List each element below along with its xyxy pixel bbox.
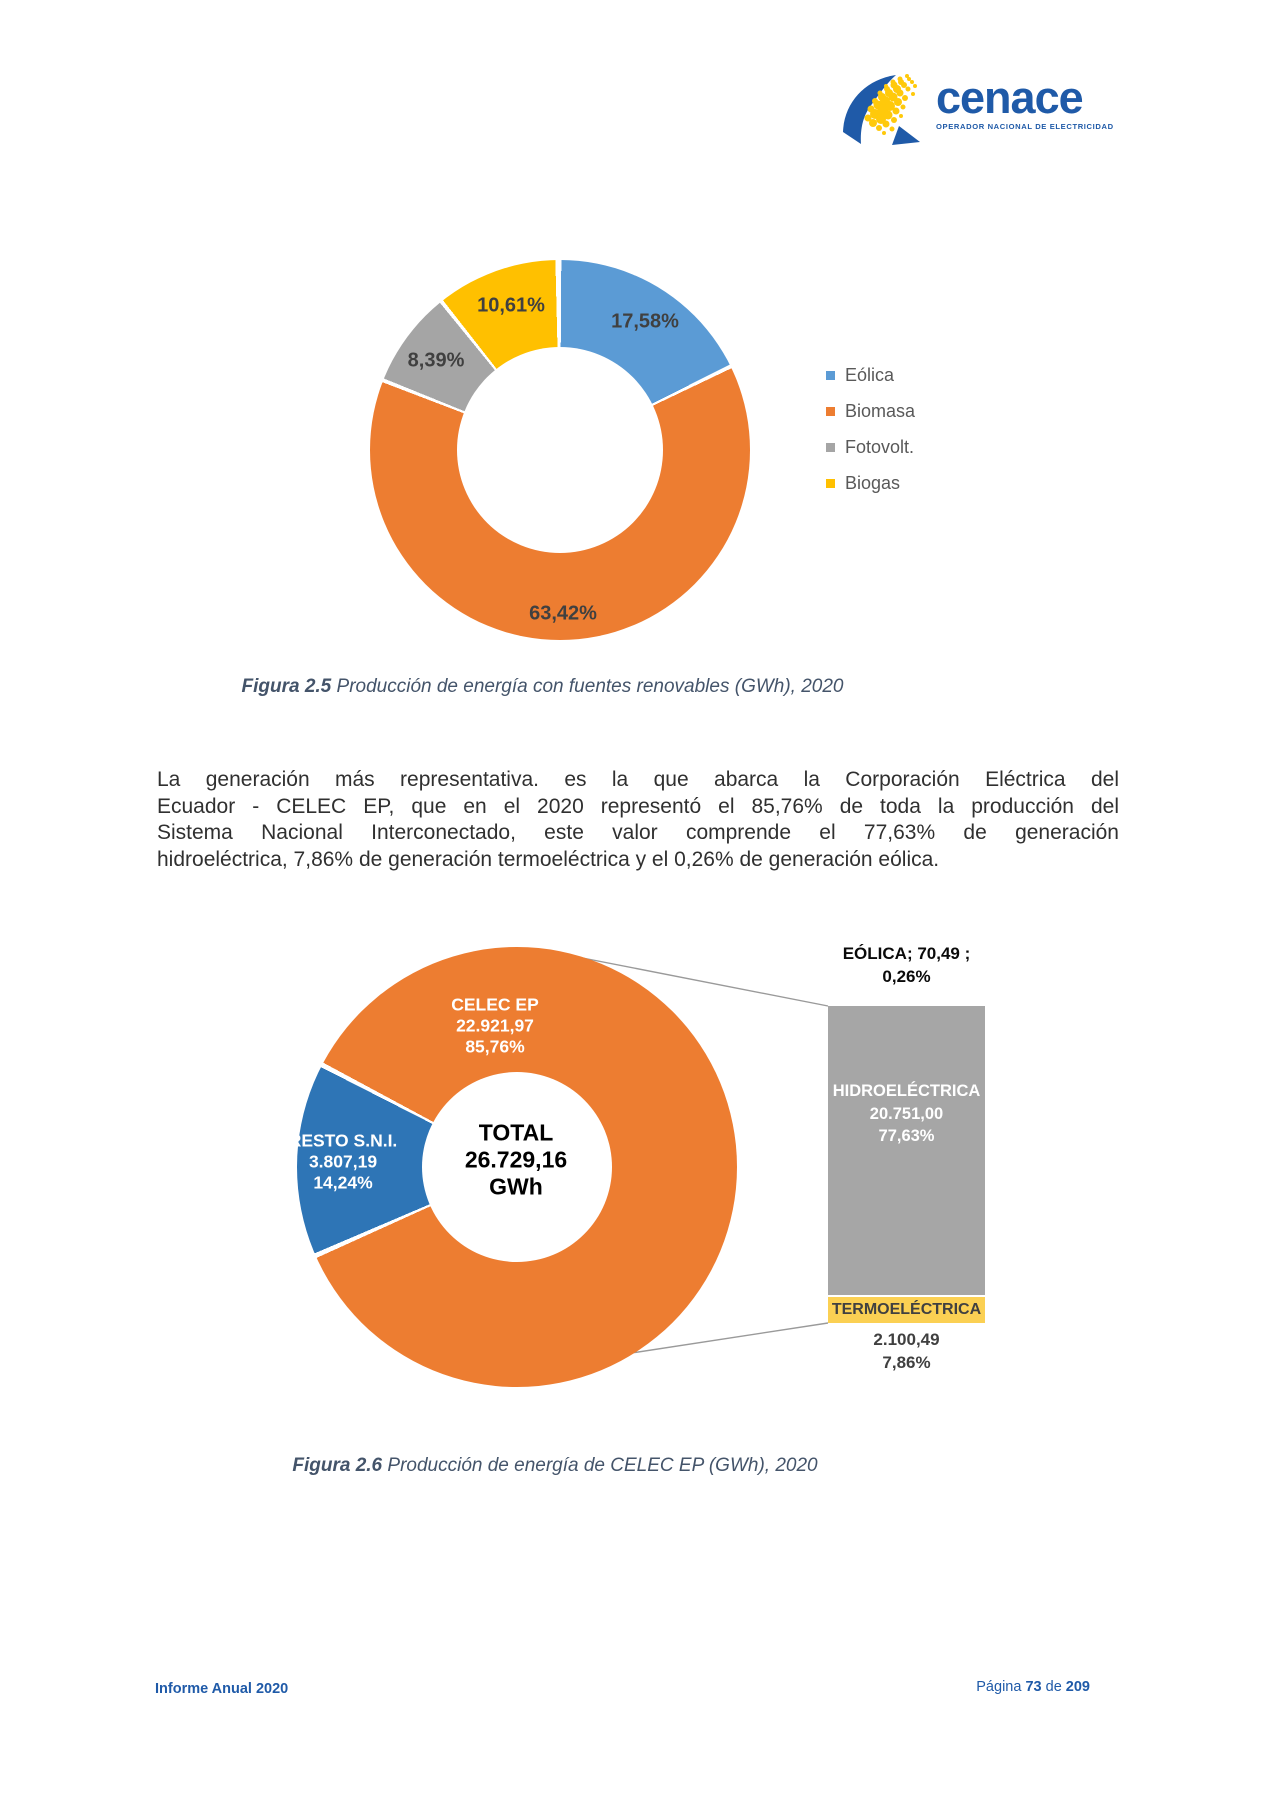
footer-page-number: 73 <box>1025 1679 1042 1695</box>
resto-slice-label: RESTO S.N.I. 3.807,19 14,24% <box>289 1131 398 1194</box>
label-fotovolt-pct: 8,39% <box>407 349 465 372</box>
hidro-name: HIDROELÉCTRICA <box>832 1082 981 1100</box>
legend-swatch-biomasa-icon <box>826 406 835 416</box>
legend-swatch-biogas-icon <box>826 478 835 488</box>
cenace-logo: cenace OPERADOR NACIONAL DE ELECTRICIDAD <box>840 74 1114 146</box>
legend-label: Biogas <box>845 472 901 493</box>
eolica-line2: 0,26% <box>882 967 931 986</box>
resto-pct: 14,24% <box>313 1172 373 1193</box>
figure-2-6-caption-text: Producción de energía de CELEC EP (GWh),… <box>382 1455 818 1476</box>
celec-pct: 85,76% <box>465 1036 525 1057</box>
resto-gwh: 3.807,19 <box>308 1151 378 1172</box>
total-word: TOTAL <box>478 1119 554 1146</box>
legend-item-eolica: Eólica <box>826 357 915 393</box>
celec-gwh: 22.921,97 <box>456 1015 534 1036</box>
legend-item-biomasa: Biomasa <box>826 393 915 429</box>
donut-hole <box>457 347 663 553</box>
figure-2-5-caption-label: Figura 2.5 <box>241 676 332 697</box>
figure-2-6-caption-label: Figura 2.6 <box>292 1455 383 1476</box>
legend-swatch-fotovolt-icon <box>826 442 835 452</box>
legend-swatch-eolica-icon <box>826 370 835 380</box>
paragraph-line: hidroeléctrica, 7,86% de generación term… <box>157 847 940 871</box>
hidroelectrica-label: HIDROELÉCTRICA 20.751,00 77,63% <box>828 1006 985 1148</box>
legend-item-biogas: Biogas <box>826 465 915 501</box>
footer-word-de: de <box>1045 1679 1062 1695</box>
total-unit: GWh <box>489 1173 543 1200</box>
brand-name: cenace <box>936 72 1084 123</box>
legend-renovables: Eólica Biomasa Fotovolt. Biogas <box>826 357 915 501</box>
termo-pct: 7,86% <box>882 1353 931 1372</box>
donut-hole <box>422 1072 612 1262</box>
celec-name: CELEC EP <box>451 994 539 1015</box>
label-biomasa-pct: 63,42% <box>529 602 597 625</box>
termo-gwh: 2.100,49 <box>873 1330 940 1349</box>
paragraph-line: Ecuador - CELEC EP, que en el 2020 repre… <box>157 794 1119 818</box>
footer-page-indicator: Página 73 de 209 <box>930 1679 1090 1695</box>
cenace-logo-text: cenace OPERADOR NACIONAL DE ELECTRICIDAD <box>936 74 1114 131</box>
hidro-pct: 77,63% <box>878 1127 935 1145</box>
figure-2-5-caption: Figura 2.5 Producción de energía con fue… <box>155 676 930 698</box>
termoelectrica-bar-segment: TERMOELÉCTRICA <box>828 1297 985 1323</box>
hidroelectrica-bar-segment: HIDROELÉCTRICA 20.751,00 77,63% <box>828 1006 985 1295</box>
paragraph-line: La generación más representativa. es la … <box>157 768 1119 791</box>
legend-label: Fotovolt. <box>845 436 915 457</box>
label-biogas-pct: 10,61% <box>477 294 545 317</box>
footer-total-pages: 209 <box>1065 1679 1090 1695</box>
hidro-gwh: 20.751,00 <box>869 1104 944 1123</box>
label-eolica-pct: 17,58% <box>611 310 679 333</box>
figure-2-5-caption-text: Producción de energía con fuentes renova… <box>331 676 844 697</box>
celec-slice-label: CELEC EP 22.921,97 85,76% <box>451 995 539 1058</box>
cenace-logo-icon <box>843 74 920 145</box>
footer-word-pagina: Página <box>976 1679 1022 1695</box>
resto-name: RESTO S.N.I. <box>288 1130 398 1151</box>
donut-chart-celec <box>297 947 737 1387</box>
footer-report-title: Informe Anual 2020 <box>155 1681 289 1697</box>
total-gwh: 26.729,16 <box>464 1146 568 1173</box>
termoelectrica-values: 2.100,49 7,86% <box>828 1328 985 1374</box>
eolica-line1: EÓLICA; 70,49 ; <box>842 944 971 963</box>
legend-label: Biomasa <box>845 400 916 421</box>
paragraph-line: Sistema Nacional Interconectado, este va… <box>157 821 1119 845</box>
donut-chart-renovables <box>370 260 750 640</box>
legend-item-fotovolt: Fotovolt. <box>826 429 915 465</box>
total-center-label: TOTAL 26.729,16 GWh <box>465 1120 567 1201</box>
body-paragraph: La generación más representativa. es la … <box>157 767 1119 873</box>
figure-2-6-caption: Figura 2.6 Producción de energía de CELE… <box>155 1455 955 1477</box>
legend-label: Eólica <box>845 364 895 385</box>
brand-tagline: OPERADOR NACIONAL DE ELECTRICIDAD <box>936 122 1114 131</box>
eolica-breakdown-label: EÓLICA; 70,49 ; 0,26% <box>808 942 1005 988</box>
